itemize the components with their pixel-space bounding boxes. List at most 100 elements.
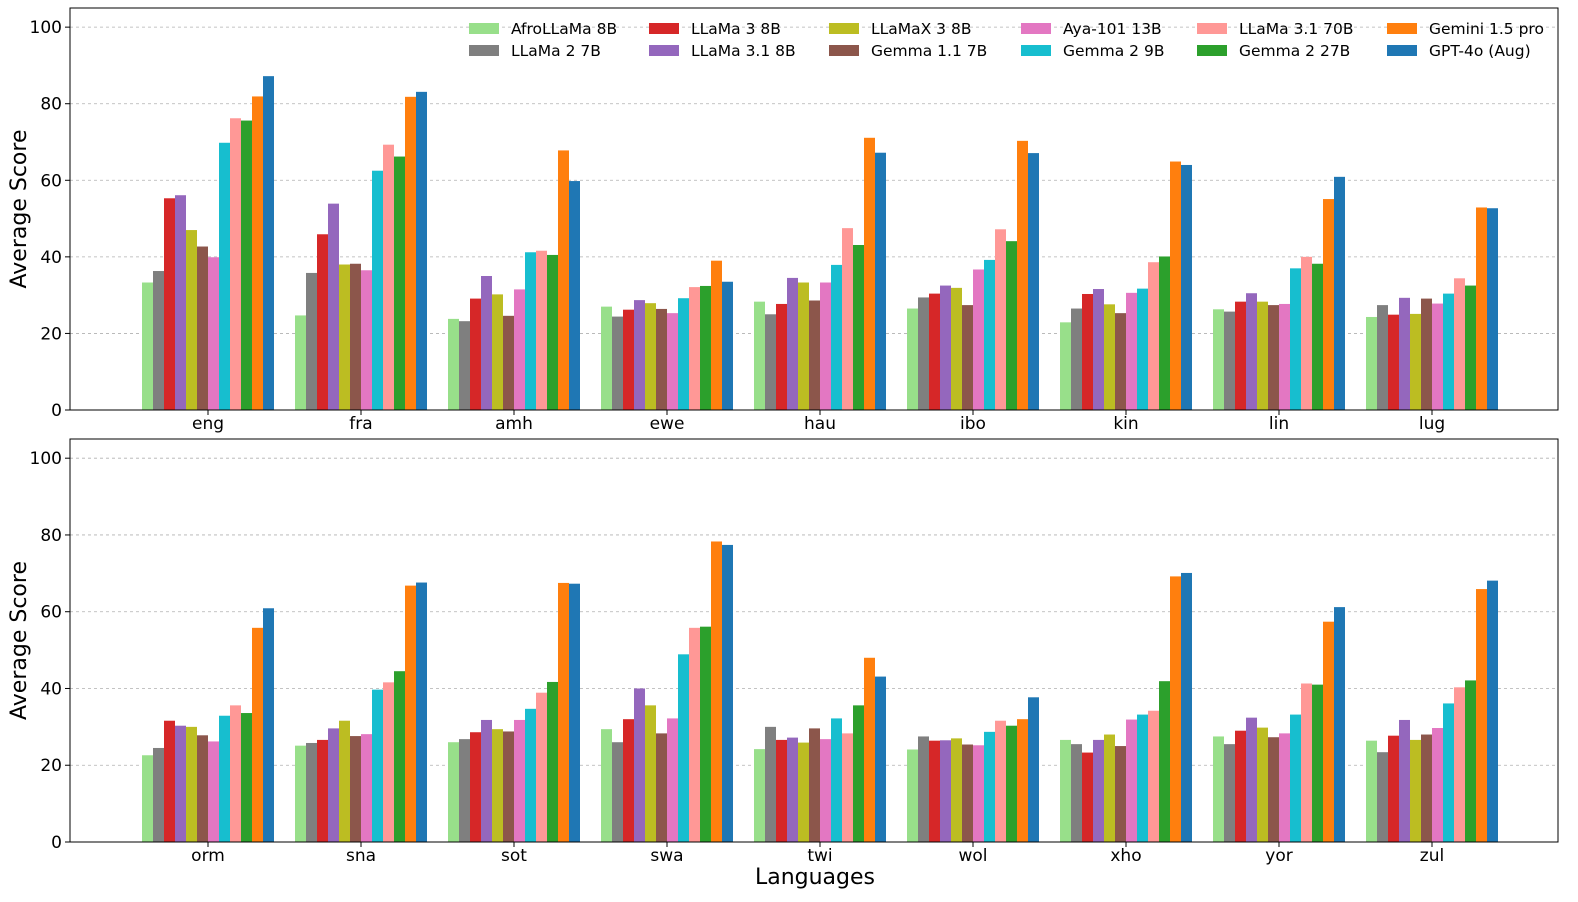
top-bar-lin-llama-3-1-70b — [1301, 256, 1312, 410]
bottom-bar-yor-llama-3-1-8b — [1246, 717, 1257, 842]
bottom-bar-zul-gemma-2-9b — [1443, 703, 1454, 842]
bottom-bar-wol-llama-3-1-70b — [995, 720, 1006, 842]
top-bar-ibo-aya-101-13b — [973, 269, 984, 410]
top-bar-ibo-llamax-3-8b — [951, 287, 962, 410]
top-bar-lug-gemini-1-5-pro — [1476, 207, 1487, 410]
top-bar-amh-gemma-2-27b — [547, 254, 558, 410]
top-bar-fra-gemma-2-9b — [372, 170, 383, 410]
legend-swatch-llama-3-1-70b — [1197, 23, 1227, 34]
bottom-bar-twi-llamax-3-8b — [798, 742, 809, 842]
bottom-bar-orm-aya-101-13b — [208, 741, 219, 842]
bottom-x-tick-label-swa: swa — [650, 846, 683, 866]
bottom-bar-zul-llama-3-1-8b — [1399, 719, 1410, 842]
top-bar-fra-aya-101-13b — [361, 270, 372, 410]
bottom-bar-swa-llama-3-1-70b — [689, 627, 700, 842]
top-bar-lin-llama-2-7b — [1224, 311, 1235, 410]
bottom-bar-swa-afrollama-8b — [601, 729, 612, 842]
bottom-bar-zul-llama-3-1-70b — [1454, 687, 1465, 842]
bottom-bar-sna-gemma-2-27b — [394, 671, 405, 842]
bottom-bar-sot-gemma-1-1-7b — [503, 731, 514, 842]
bottom-bar-swa-llama-3-8b — [623, 719, 634, 842]
bottom-x-tick-label-orm: orm — [191, 846, 225, 866]
top-bar-lin-gemma-1-1-7b — [1268, 305, 1279, 410]
top-bar-fra-gemma-1-1-7b — [350, 263, 361, 410]
top-bar-hau-gpt-4o-aug — [875, 152, 886, 410]
bottom-x-tick-label-sot: sot — [501, 846, 527, 866]
top-bar-eng-llama-3-8b — [164, 198, 175, 410]
bottom-bar-wol-gemma-1-1-7b — [962, 744, 973, 842]
top-bar-ewe-llama-3-1-70b — [689, 287, 700, 410]
top-bar-lug-gemma-1-1-7b — [1421, 298, 1432, 410]
legend-label-gemma-2-9b: Gemma 2 9B — [1063, 42, 1164, 60]
bottom-bar-yor-llama-3-8b — [1235, 730, 1246, 842]
bottom-bar-zul-llamax-3-8b — [1410, 739, 1421, 842]
bottom-bar-sot-llama-3-1-70b — [536, 692, 547, 842]
top-bar-amh-gemma-2-9b — [525, 252, 536, 410]
top-bar-amh-gpt-4o-aug — [569, 181, 580, 410]
bottom-bar-twi-llama-2-7b — [765, 726, 776, 842]
bottom-y-tick-label: 0 — [51, 833, 62, 853]
bottom-y-axis-label: Average Score — [7, 561, 32, 720]
legend-label-llama-2-7b: LLaMa 2 7B — [511, 42, 601, 60]
top-bar-fra-gpt-4o-aug — [416, 91, 427, 410]
bottom-bar-twi-gpt-4o-aug — [875, 676, 886, 842]
top-bar-lin-llama-3-8b — [1235, 301, 1246, 410]
top-bar-ewe-gemma-2-27b — [700, 285, 711, 410]
top-bar-amh-llama-3-8b — [470, 298, 481, 410]
top-bar-fra-gemma-2-27b — [394, 156, 405, 410]
bottom-x-tick-label-xho: xho — [1110, 846, 1141, 866]
bottom-bar-sot-gemma-2-9b — [525, 708, 536, 842]
bottom-x-axis-label: Languages — [755, 865, 875, 890]
bottom-bar-swa-gemma-1-1-7b — [656, 733, 667, 842]
top-bar-ibo-llama-3-8b — [929, 293, 940, 410]
bottom-bar-twi-aya-101-13b — [820, 739, 831, 842]
top-bar-lug-llamax-3-8b — [1410, 313, 1421, 410]
top-bar-hau-gemma-2-9b — [831, 264, 842, 410]
bottom-bar-xho-gemma-2-9b — [1137, 714, 1148, 842]
bottom-bar-zul-gpt-4o-aug — [1487, 580, 1498, 842]
top-bar-lin-llama-3-1-8b — [1246, 293, 1257, 410]
top-bar-amh-gemma-1-1-7b — [503, 315, 514, 410]
top-bar-kin-afrollama-8b — [1060, 322, 1071, 410]
bottom-bar-sna-llama-2-7b — [306, 742, 317, 842]
bottom-bar-sot-llama-2-7b — [459, 739, 470, 842]
top-x-tick-label-ewe: ewe — [650, 414, 685, 434]
legend-swatch-gemma-2-27b — [1197, 45, 1227, 56]
bottom-bar-yor-aya-101-13b — [1279, 733, 1290, 842]
top-bar-eng-llama-3-1-8b — [175, 195, 186, 410]
top-bar-lug-aya-101-13b — [1432, 303, 1443, 410]
top-bar-lin-afrollama-8b — [1213, 309, 1224, 410]
top-bar-ibo-gemma-1-1-7b — [962, 305, 973, 410]
top-bar-hau-llama-3-1-70b — [842, 228, 853, 410]
legend-swatch-llama-3-8b — [649, 23, 679, 34]
legend-label-llama-3-1-8b: LLaMa 3.1 8B — [691, 42, 796, 60]
top-bar-eng-aya-101-13b — [208, 257, 219, 410]
bottom-bar-orm-afrollama-8b — [142, 755, 153, 842]
bottom-bar-zul-llama-3-8b — [1388, 735, 1399, 842]
legend-swatch-gemini-1-5-pro — [1387, 23, 1417, 34]
bottom-bar-orm-llama-3-1-8b — [175, 725, 186, 842]
bottom-bar-wol-afrollama-8b — [907, 749, 918, 842]
top-x-tick-label-hau: hau — [804, 414, 836, 434]
top-bar-lug-llama-3-1-8b — [1399, 297, 1410, 410]
bottom-bar-orm-gemma-2-27b — [241, 713, 252, 842]
bottom-bar-twi-llama-3-8b — [776, 739, 787, 842]
top-bar-eng-gemma-1-1-7b — [197, 246, 208, 410]
top-bar-fra-llamax-3-8b — [339, 264, 350, 410]
top-bar-amh-llama-2-7b — [459, 321, 470, 410]
top-bar-lug-llama-3-8b — [1388, 314, 1399, 410]
bottom-bar-xho-aya-101-13b — [1126, 719, 1137, 842]
top-bar-ibo-llama-3-1-8b — [940, 285, 951, 410]
bottom-bar-sna-gemma-2-9b — [372, 689, 383, 842]
bottom-bar-yor-afrollama-8b — [1213, 736, 1224, 842]
top-x-tick-label-eng: eng — [192, 414, 224, 434]
legend-swatch-gemma-1-1-7b — [829, 45, 859, 56]
top-x-tick-label-lin: lin — [1269, 414, 1289, 434]
top-bar-ibo-afrollama-8b — [907, 308, 918, 410]
bottom-bar-orm-llama-3-8b — [164, 720, 175, 842]
top-bar-fra-llama-3-1-70b — [383, 144, 394, 410]
top-x-tick-label-ibo: ibo — [960, 414, 986, 434]
bottom-bar-swa-aya-101-13b — [667, 718, 678, 842]
top-bar-lin-gpt-4o-aug — [1334, 176, 1345, 410]
bottom-bar-sna-aya-101-13b — [361, 734, 372, 842]
